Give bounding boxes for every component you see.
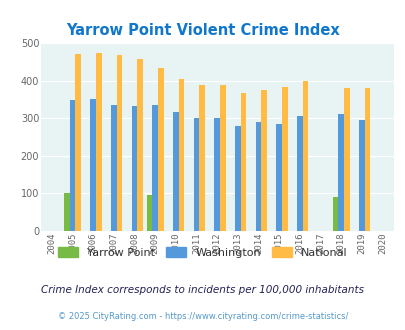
Bar xyxy=(96,53,101,231)
Bar xyxy=(116,55,122,231)
Bar xyxy=(234,126,240,231)
Bar xyxy=(240,92,245,231)
Bar xyxy=(261,89,266,231)
Bar xyxy=(302,81,307,231)
Legend: Yarrow Point, Washington, National: Yarrow Point, Washington, National xyxy=(56,245,349,260)
Bar xyxy=(255,122,261,231)
Bar xyxy=(358,120,364,231)
Bar xyxy=(64,193,70,231)
Text: Crime Index corresponds to incidents per 100,000 inhabitants: Crime Index corresponds to incidents per… xyxy=(41,285,364,295)
Text: Yarrow Point Violent Crime Index: Yarrow Point Violent Crime Index xyxy=(66,23,339,38)
Bar xyxy=(343,88,349,231)
Bar xyxy=(193,118,199,231)
Bar xyxy=(337,114,343,231)
Bar xyxy=(281,87,287,231)
Bar xyxy=(132,106,137,231)
Bar xyxy=(214,118,220,231)
Bar xyxy=(158,69,163,231)
Bar xyxy=(147,195,152,231)
Bar xyxy=(332,197,337,231)
Bar xyxy=(276,124,281,231)
Bar xyxy=(364,88,369,231)
Bar xyxy=(90,99,96,231)
Bar xyxy=(70,100,75,231)
Bar xyxy=(178,79,184,231)
Bar xyxy=(199,85,205,231)
Bar xyxy=(220,85,225,231)
Bar xyxy=(173,112,178,231)
Bar xyxy=(152,105,158,231)
Text: © 2025 CityRating.com - https://www.cityrating.com/crime-statistics/: © 2025 CityRating.com - https://www.city… xyxy=(58,312,347,321)
Bar xyxy=(111,105,116,231)
Bar xyxy=(296,116,302,231)
Bar xyxy=(75,54,81,231)
Bar xyxy=(137,59,143,231)
